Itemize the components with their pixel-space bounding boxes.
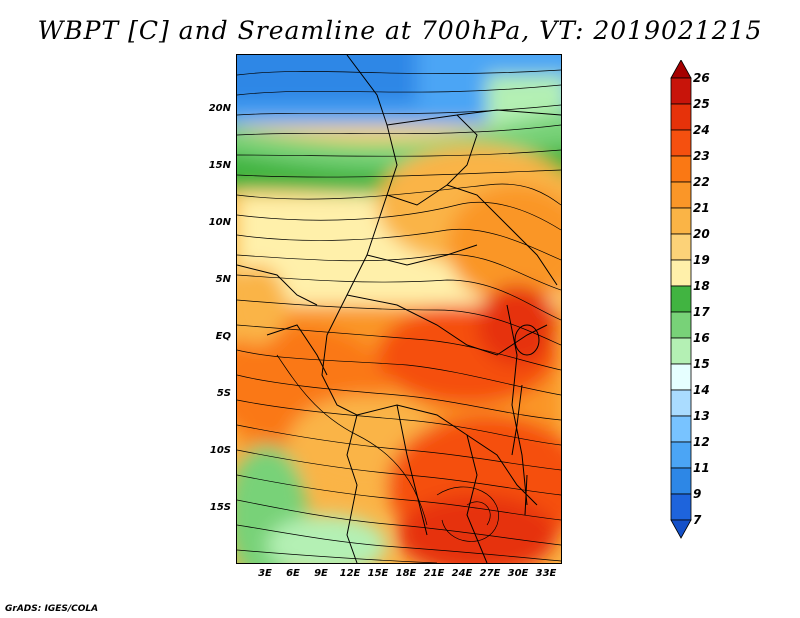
lon-label-12e: 12E: [339, 568, 361, 579]
colorbar-label: 26: [693, 71, 710, 85]
colorbar-label: 21: [693, 201, 710, 215]
colorbar-bottom-triangle: [670, 519, 692, 539]
colorbar-label: 18: [693, 279, 710, 293]
lat-label-eq: EQ: [215, 331, 231, 342]
colorbar-label: 17: [693, 305, 710, 319]
colorbar-box: [670, 155, 692, 183]
colorbar-label: 22: [693, 175, 710, 189]
lon-label-30e: 30E: [507, 568, 529, 579]
lat-label-20n: 20N: [208, 103, 231, 114]
map-title: WBPT [C] and Sreamline at 700hPa, VT: 20…: [37, 16, 763, 45]
colorbar-label: 24: [693, 123, 710, 137]
grads-credit: GrADS: IGES/COLA: [5, 604, 99, 614]
colorbar-label: 13: [693, 409, 710, 423]
wbpt-shading: [237, 55, 561, 563]
colorbar-box: [670, 285, 692, 313]
colorbar-box: [670, 493, 692, 521]
colorbar-label: 25: [693, 97, 710, 111]
colorbar-box: [670, 311, 692, 339]
colorbar: [670, 60, 692, 539]
lon-label-6e: 6E: [286, 568, 300, 579]
lat-label-15n: 15N: [208, 160, 231, 171]
colorbar-label: 7: [693, 513, 702, 527]
colorbar-label: 15: [693, 357, 710, 371]
colorbar-label: 20: [693, 227, 710, 241]
lon-label-3e: 3E: [258, 568, 272, 579]
colorbar-box: [670, 415, 692, 443]
colorbar-label: 12: [693, 435, 710, 449]
colorbar-box: [670, 129, 692, 157]
colorbar-box: [670, 337, 692, 365]
colorbar-box: [670, 207, 692, 235]
streamlines: [237, 69, 561, 563]
colorbar-box: [670, 77, 692, 105]
lon-label-15e: 15E: [367, 568, 389, 579]
colorbar-label: 14: [693, 383, 710, 397]
colorbar-box: [670, 259, 692, 287]
colorbar-box: [670, 103, 692, 131]
colorbar-label: 11: [693, 461, 710, 475]
lat-label-10n: 10N: [208, 217, 231, 228]
colorbar-label: 9: [693, 487, 702, 501]
colorbar-box: [670, 441, 692, 469]
lat-label-10s: 10S: [209, 445, 231, 456]
colorbar-top-triangle: [670, 60, 692, 79]
colorbar-box: [670, 181, 692, 209]
colorbar-box: [670, 389, 692, 417]
lon-label-18e: 18E: [395, 568, 417, 579]
colorbar-label: 19: [693, 253, 710, 267]
lon-label-33e: 33E: [535, 568, 557, 579]
lon-label-27e: 27E: [479, 568, 501, 579]
lat-label-15s: 15S: [209, 502, 231, 513]
map-canvas: [237, 55, 561, 563]
lat-label-5s: 5S: [216, 388, 231, 399]
lon-label-9e: 9E: [314, 568, 328, 579]
lon-label-21e: 21E: [423, 568, 445, 579]
colorbar-box: [670, 233, 692, 261]
colorbar-label: 16: [693, 331, 710, 345]
map-panel: [236, 54, 562, 564]
lat-label-5n: 5N: [215, 274, 231, 285]
colorbar-box: [670, 467, 692, 495]
lon-label-24e: 24E: [451, 568, 473, 579]
lake-outlines: [511, 324, 540, 516]
colorbar-box: [670, 363, 692, 391]
colorbar-label: 23: [693, 149, 710, 163]
